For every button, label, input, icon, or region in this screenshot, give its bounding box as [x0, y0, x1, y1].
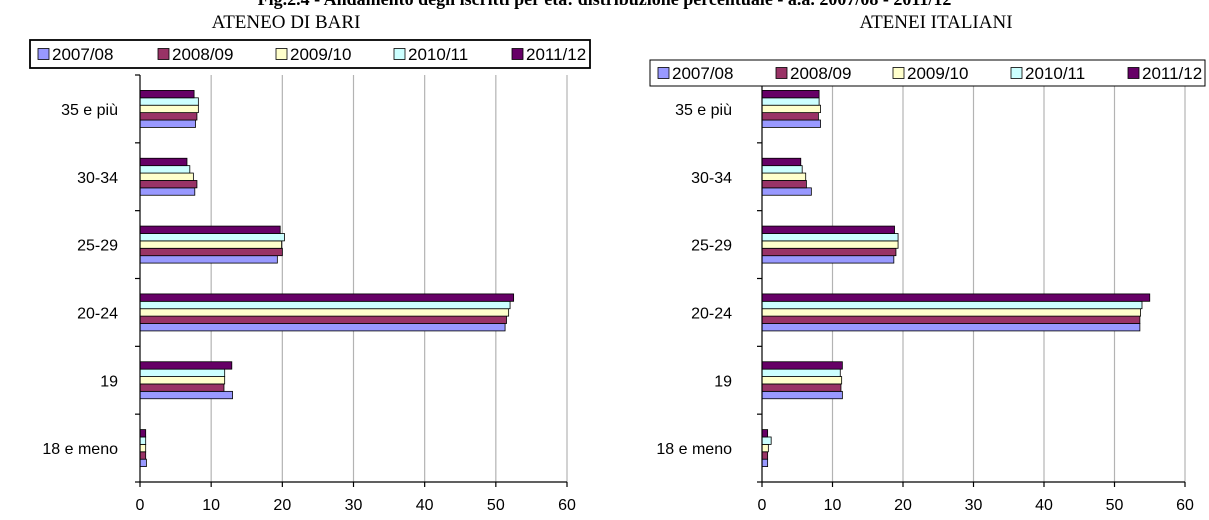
bar	[761, 119, 821, 128]
legend-label: 2009/10	[290, 45, 351, 64]
legend-swatch	[157, 48, 170, 60]
legend-label: 2008/09	[172, 45, 233, 64]
x-tick-label: 20	[273, 497, 291, 514]
bar	[761, 458, 769, 467]
bar	[761, 187, 812, 196]
x-tick-label: 30	[965, 497, 983, 514]
legend-label: 2008/09	[790, 64, 851, 83]
x-tick-label: 60	[558, 497, 576, 514]
bar	[761, 172, 807, 181]
bar	[761, 255, 895, 264]
bar	[761, 293, 1151, 302]
x-tick-label: 30	[345, 497, 363, 514]
figure-title: Fig.2.4 - Andamento degli iscritti per e…	[0, 0, 1209, 11]
chart-ateneo-bari: 18 e meno 19 20-24 25-29 30-34 35 e più 0 10 20 3…	[29, 39, 591, 514]
x-tick-label: 0	[136, 497, 145, 514]
category-label: 19	[714, 373, 732, 390]
category-label: 25-29	[691, 238, 732, 255]
bar	[761, 225, 895, 234]
legend-swatch	[393, 48, 406, 60]
category-label: 35 e più	[675, 102, 732, 119]
x-tick-label: 20	[894, 497, 912, 514]
category-label: 25-29	[77, 238, 118, 255]
category-label: 30-34	[77, 170, 118, 187]
x-tick-label: 10	[824, 497, 842, 514]
x-tick-label: 50	[487, 497, 505, 514]
category-label: 35 e più	[61, 102, 118, 119]
bar	[761, 390, 843, 400]
x-tick-label: 40	[416, 497, 434, 514]
bar	[761, 315, 1141, 324]
legend-swatch	[775, 67, 788, 79]
legend-swatch	[1127, 67, 1140, 79]
legend-swatch	[657, 67, 670, 79]
x-tick-label: 50	[1106, 497, 1124, 514]
legend-swatch	[37, 48, 50, 60]
bar	[761, 247, 897, 257]
bar	[761, 90, 820, 99]
bar	[761, 368, 841, 377]
bar	[761, 361, 843, 370]
bar	[761, 376, 843, 385]
chart-title-italiani: ATENEI ITALIANI	[859, 12, 1013, 33]
category-label: 19	[100, 373, 118, 390]
bar	[761, 383, 842, 392]
bar	[761, 157, 802, 167]
category-label: 30-34	[691, 170, 732, 187]
legend-label: 2010/11	[1025, 64, 1085, 83]
bar	[761, 451, 769, 460]
legend-label: 2011/12	[1142, 64, 1202, 83]
bar	[761, 240, 899, 249]
legend-label: 2011/12	[526, 45, 586, 64]
chart-title-bari: ATENEO DI BARI	[211, 12, 361, 33]
bar	[761, 300, 1143, 310]
category-label: 20-24	[77, 305, 118, 322]
bar	[761, 165, 803, 174]
legend-swatch	[1010, 67, 1023, 79]
category-label: 18 e meno	[656, 441, 732, 458]
x-tick-label: 60	[1176, 497, 1194, 514]
x-tick-label: 40	[1035, 497, 1053, 514]
category-label: 20-24	[691, 305, 732, 322]
bar	[761, 104, 821, 114]
bar	[761, 308, 1141, 317]
legend-label: 2007/08	[672, 64, 733, 83]
legend-box	[649, 59, 1206, 87]
legend-swatch	[892, 67, 905, 79]
legend-label: 2010/11	[408, 45, 468, 64]
legend-label: 2007/08	[52, 45, 113, 64]
legend-swatch	[275, 48, 288, 60]
bar	[761, 97, 820, 106]
legend-box	[29, 39, 591, 69]
legend-label: 2009/10	[907, 64, 968, 83]
bar	[761, 323, 1141, 332]
bar	[761, 180, 807, 189]
bar	[761, 233, 899, 242]
category-label: 18 e meno	[42, 441, 118, 458]
x-tick-label: 10	[202, 497, 220, 514]
bar	[761, 443, 769, 453]
bar	[761, 112, 819, 121]
legend-swatch	[511, 48, 524, 60]
x-tick-label: 0	[758, 497, 767, 514]
bar	[761, 429, 769, 438]
bar	[761, 436, 772, 445]
